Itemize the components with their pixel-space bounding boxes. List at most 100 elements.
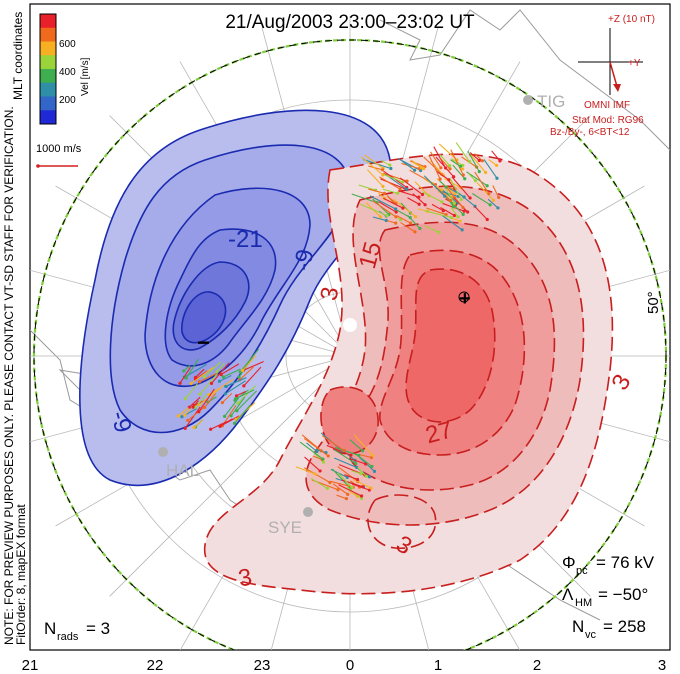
radar-count: N rads = 3 bbox=[44, 619, 110, 643]
velocity-vector bbox=[191, 400, 199, 409]
velocity-vector bbox=[398, 190, 421, 199]
colorbar-block bbox=[40, 41, 56, 56]
velocity-vector bbox=[299, 441, 325, 461]
velocity-vector bbox=[474, 171, 491, 196]
coordinates-label: MLT coordinates bbox=[11, 12, 25, 100]
velocity-vector bbox=[184, 358, 199, 380]
potential-max-marker: + bbox=[459, 288, 471, 310]
velocity-vector bbox=[380, 159, 392, 167]
velocity-vector bbox=[449, 177, 463, 202]
velocity-vector bbox=[450, 159, 462, 168]
velocity-vector bbox=[445, 188, 457, 205]
velocity-vector bbox=[424, 225, 441, 234]
velocity-vector bbox=[440, 158, 452, 171]
station-label-sye: SYE bbox=[268, 518, 302, 537]
imf-condition: Bz-/By-, 6<BT<12 bbox=[550, 127, 630, 138]
svg-text:N: N bbox=[44, 619, 56, 638]
velocity-vector bbox=[344, 474, 360, 482]
velocity-vector bbox=[295, 466, 317, 476]
boundary-dash bbox=[33, 39, 667, 650]
velocity-vector bbox=[220, 392, 233, 405]
mlt-tick: 23 bbox=[254, 657, 271, 674]
velocity-vector bbox=[450, 149, 465, 177]
velocity-vector bbox=[326, 444, 353, 457]
velocity-vector bbox=[350, 458, 368, 466]
velocity-vector bbox=[366, 169, 385, 188]
velocity-vector bbox=[183, 406, 201, 430]
colorbar-block bbox=[40, 55, 56, 70]
velocity-scale: 1000 m/s bbox=[36, 143, 82, 168]
velocity-vector bbox=[336, 494, 348, 501]
svg-text:rads: rads bbox=[57, 631, 79, 643]
velocity-vector bbox=[442, 215, 464, 232]
velocity-vector bbox=[399, 177, 425, 197]
velocity-vector bbox=[368, 188, 387, 195]
velocity-vector bbox=[183, 408, 191, 417]
velocity-vector bbox=[470, 154, 488, 175]
svg-text:= 258: = 258 bbox=[603, 617, 646, 636]
colorbar-tick: 600 bbox=[59, 39, 76, 50]
velocity-vector bbox=[217, 375, 232, 383]
velocity-vector bbox=[232, 404, 252, 425]
velocity-vector bbox=[337, 472, 354, 490]
velocity-vectors bbox=[176, 142, 502, 501]
mlt-tick: 22 bbox=[147, 657, 164, 674]
velocity-vector bbox=[189, 366, 214, 386]
velocity-vector bbox=[193, 392, 209, 409]
contour-label: 3 bbox=[315, 285, 344, 303]
svg-text:= −50°: = −50° bbox=[598, 585, 648, 604]
velocity-vector bbox=[182, 364, 191, 373]
velocity-vector bbox=[488, 159, 499, 167]
hm-boundary-latitude: Λ HM = −50° bbox=[562, 585, 648, 609]
velocity-vector bbox=[360, 156, 385, 177]
velocity-vector bbox=[303, 437, 330, 458]
velocity-vector bbox=[451, 176, 472, 200]
velocity-vector bbox=[400, 222, 417, 234]
colorbar-tick: 400 bbox=[59, 67, 76, 78]
velocity-vector bbox=[223, 380, 246, 396]
velocity-vector bbox=[338, 484, 364, 498]
velocity-vector bbox=[198, 373, 218, 396]
svg-text:= 3: = 3 bbox=[86, 619, 110, 638]
velocity-vector bbox=[468, 173, 478, 183]
mlt-axis: 21 22 23 0 1 2 3 bbox=[22, 657, 667, 674]
svg-text:vc: vc bbox=[585, 629, 597, 641]
velocity-vector bbox=[450, 207, 460, 219]
velocity-vector bbox=[378, 201, 398, 214]
velocity-vector bbox=[221, 368, 241, 379]
velocity-vector bbox=[435, 170, 451, 182]
velocity-vector bbox=[236, 385, 256, 405]
station-labels: TIG HAL SYE bbox=[158, 92, 565, 537]
velocity-vector bbox=[355, 453, 374, 469]
velocity-vector bbox=[357, 467, 368, 478]
velocity-vector bbox=[433, 146, 448, 170]
svg-text:N: N bbox=[572, 617, 584, 636]
mlt-tick: 2 bbox=[533, 657, 541, 674]
velocity-vector bbox=[368, 165, 385, 172]
mlt-tick: 21 bbox=[22, 657, 39, 674]
velocity-vector bbox=[351, 470, 363, 476]
velocity-vector bbox=[334, 457, 359, 470]
velocity-vector bbox=[176, 407, 189, 418]
station-label-tig: TIG bbox=[537, 92, 565, 111]
velocity-vector bbox=[178, 366, 191, 385]
svg-text:Λ: Λ bbox=[562, 585, 574, 604]
velocity-vector bbox=[423, 175, 447, 198]
imf-model: Stat Mod: RG96 bbox=[572, 115, 644, 126]
svg-text:Φ: Φ bbox=[562, 553, 576, 572]
imf-source: OMNI IMF bbox=[584, 100, 630, 111]
station-label-hal: HAL bbox=[166, 461, 199, 480]
velocity-vector bbox=[430, 151, 443, 170]
velocity-vector bbox=[219, 363, 240, 377]
velocity-vector bbox=[240, 355, 257, 373]
velocity-vector bbox=[383, 197, 405, 210]
velocity-vector bbox=[424, 210, 453, 220]
velocity-vector bbox=[215, 363, 225, 374]
velocity-vector bbox=[379, 176, 402, 191]
velocity-vector bbox=[428, 154, 442, 181]
velocity-vector bbox=[472, 193, 492, 207]
contour-label: -9 bbox=[289, 247, 319, 273]
colorbar-label: Vel [m/s] bbox=[80, 57, 91, 96]
colorbar-block bbox=[40, 110, 56, 125]
